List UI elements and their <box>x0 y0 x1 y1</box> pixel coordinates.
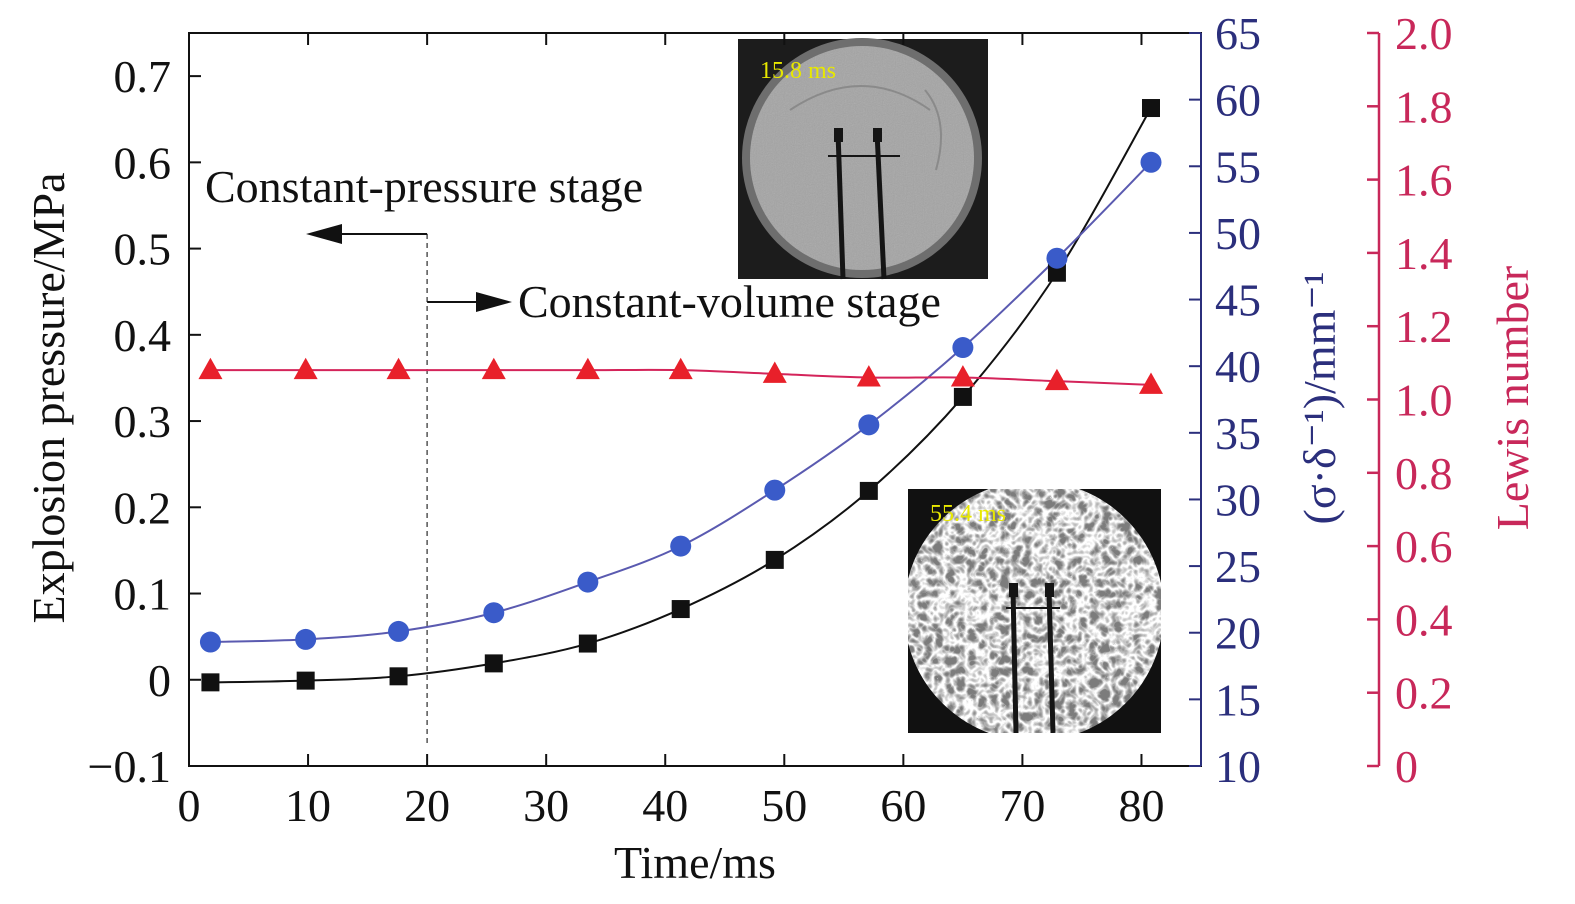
y-axis-right1-title: (σ·δ⁻¹)/mm⁻¹ <box>1294 272 1345 525</box>
data-point-triangle <box>293 357 318 380</box>
y-right1-tick-label: 20 <box>1215 608 1261 659</box>
x-tick-label: 50 <box>761 780 807 831</box>
y-right2-tick-label: 1.8 <box>1395 81 1453 132</box>
y-right2-tick-label: 1.2 <box>1395 301 1453 352</box>
y-right1-tick-label: 60 <box>1215 75 1261 126</box>
x-tick-label: 0 <box>178 780 201 831</box>
data-point-circle <box>483 602 505 624</box>
constant-pressure-label: Constant-pressure stage <box>205 161 643 212</box>
data-point-circle <box>670 535 692 557</box>
data-point-circle <box>388 620 410 642</box>
constant-pressure-arrow <box>306 224 428 244</box>
y-right1-tick-label: 25 <box>1215 541 1261 592</box>
y-right2-tick-label: 1.4 <box>1395 228 1453 279</box>
data-point-triangle <box>386 357 411 380</box>
inset-photo-late <box>908 489 1161 733</box>
data-point-circle <box>295 628 317 650</box>
y-left-tick-label: −0.1 <box>88 741 171 792</box>
data-point-square <box>296 671 315 690</box>
inset-time-label-early: 15.8 ms <box>760 58 836 84</box>
y-right1-tick-label: 15 <box>1215 674 1261 725</box>
data-point-square <box>1047 263 1066 282</box>
y-left-tick-label: 0 <box>148 655 171 706</box>
data-point-circle <box>199 631 221 653</box>
x-tick-label: 60 <box>880 780 926 831</box>
x-tick-label: 80 <box>1118 780 1164 831</box>
constant-volume-label: Constant-volume stage <box>518 276 941 327</box>
data-point-triangle <box>856 365 881 387</box>
y-left-tick-label: 0.5 <box>114 224 172 275</box>
data-point-square <box>1141 99 1160 118</box>
y-right2-tick-label: 0.4 <box>1395 594 1453 645</box>
constant-volume-arrow <box>427 292 512 312</box>
y-right1-tick-label: 35 <box>1215 408 1261 459</box>
y-right1-tick-label: 40 <box>1215 341 1261 392</box>
x-tick-label: 40 <box>642 780 688 831</box>
y-right2-tick-label: 2.0 <box>1395 8 1453 59</box>
inset-time-label-late: 55.4 ms <box>930 501 1006 527</box>
y-right1-tick-label: 50 <box>1215 208 1261 259</box>
series-line-square <box>210 107 1152 684</box>
x-axis-title: Time/ms <box>614 837 776 888</box>
data-point-circle <box>577 571 599 593</box>
y-axis-right2-title: Lewis number <box>1487 266 1538 530</box>
y-right2-tick-label: 0 <box>1395 741 1418 792</box>
y-right2-tick-label: 0.6 <box>1395 521 1453 572</box>
y-right1-tick-label: 45 <box>1215 275 1261 326</box>
y-left-tick-label: 0.1 <box>114 569 172 620</box>
y-right2-tick-label: 0.8 <box>1395 448 1453 499</box>
y-right1-tick-label: 55 <box>1215 141 1261 192</box>
data-point-circle <box>1046 247 1068 269</box>
y-right1-tick-label: 30 <box>1215 474 1261 525</box>
data-point-circle <box>764 479 786 501</box>
data-point-circle <box>1140 151 1162 173</box>
data-point-triangle <box>198 357 223 380</box>
data-point-circle <box>952 337 974 359</box>
y-right2-tick-label: 1.6 <box>1395 155 1453 206</box>
y-right2-tick-label: 1.0 <box>1395 375 1453 426</box>
data-point-triangle <box>481 357 506 380</box>
inset-photo-early <box>738 38 988 280</box>
y-left-tick-label: 0.2 <box>114 482 172 533</box>
x-tick-label: 10 <box>285 780 331 831</box>
data-point-triangle <box>575 357 600 380</box>
y-left-tick-label: 0.6 <box>114 137 172 188</box>
y-right2-tick-label: 0.2 <box>1395 668 1453 719</box>
data-point-square <box>578 634 597 653</box>
data-point-square <box>953 387 972 406</box>
y-axis-left-title: Explosion pressure/MPa <box>23 172 74 623</box>
y-left-tick-label: 0.4 <box>114 310 172 361</box>
x-tick-label: 70 <box>999 780 1045 831</box>
data-point-triangle <box>668 357 693 380</box>
data-point-square <box>765 550 784 569</box>
data-point-triangle <box>1044 368 1069 391</box>
series-line-circle <box>210 161 1152 644</box>
data-point-triangle <box>1138 372 1163 394</box>
data-point-square <box>389 667 408 686</box>
x-tick-label: 20 <box>404 780 450 831</box>
x-tick-label: 30 <box>523 780 569 831</box>
data-point-square <box>201 673 220 692</box>
data-point-square <box>671 600 690 619</box>
y-right1-tick-label: 65 <box>1215 8 1261 59</box>
data-point-triangle <box>762 361 787 383</box>
data-point-square <box>859 481 878 500</box>
y-left-tick-label: 0.7 <box>114 51 172 102</box>
y-right1-tick-label: 10 <box>1215 741 1261 792</box>
data-point-square <box>484 654 503 673</box>
data-point-circle <box>858 414 880 436</box>
y-left-tick-label: 0.3 <box>114 396 172 447</box>
data-point-triangle <box>950 365 975 387</box>
